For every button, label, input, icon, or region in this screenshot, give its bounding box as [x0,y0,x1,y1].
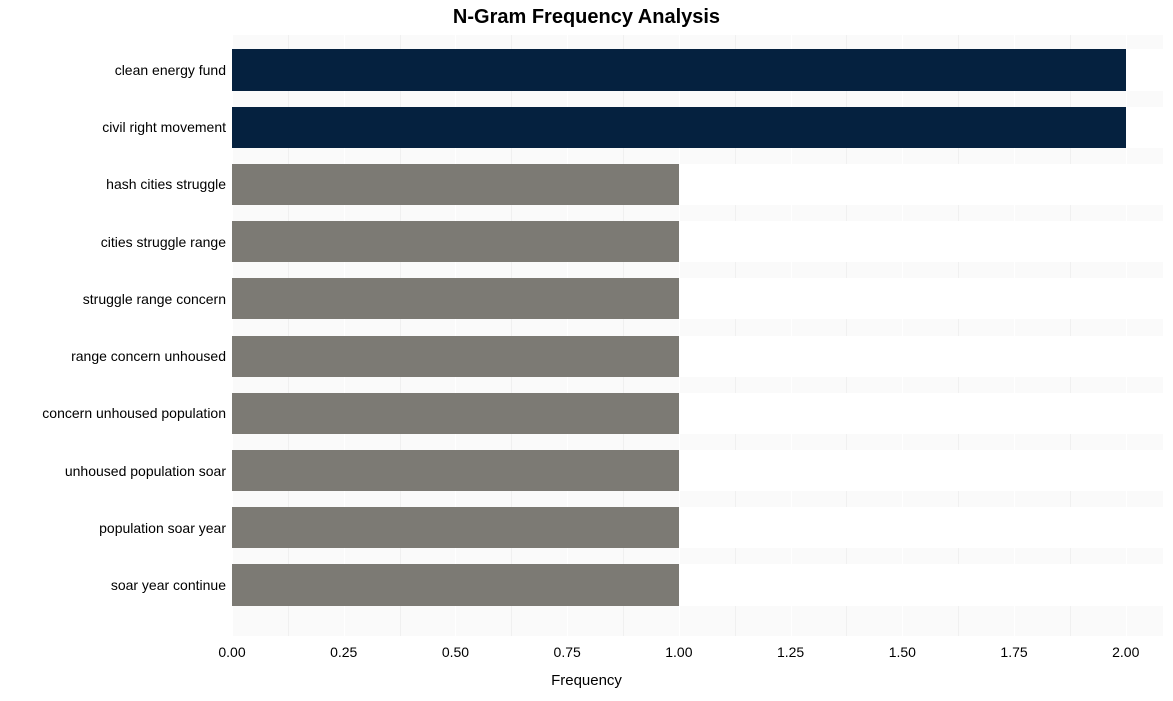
bar-slot [232,164,1163,205]
x-tick-label: 1.75 [1000,644,1027,660]
x-tick-label: 0.25 [330,644,357,660]
bar-slot [232,564,1163,605]
x-tick-label: 1.25 [777,644,804,660]
x-tick-label: 0.50 [442,644,469,660]
bar-slot [232,507,1163,548]
bar-slot [232,450,1163,491]
y-tick-label: population soar year [99,520,226,536]
y-tick-label: cities struggle range [101,234,226,250]
x-tick-label: 2.00 [1112,644,1139,660]
bar-slot [232,221,1163,262]
bar [232,278,679,319]
bar [232,393,679,434]
bar-slot [232,49,1163,90]
y-tick-label: range concern unhoused [71,348,226,364]
bar [232,564,679,605]
bar-slot [232,393,1163,434]
bar-slot [232,278,1163,319]
y-tick-label: hash cities struggle [106,176,226,192]
bar [232,49,1126,90]
x-tick-label: 0.75 [554,644,581,660]
plot-area [232,35,1163,636]
x-axis-label: Frequency [0,672,1173,689]
y-tick-label: clean energy fund [115,62,226,78]
chart-title: N-Gram Frequency Analysis [0,6,1173,29]
bar [232,450,679,491]
bar-slot [232,336,1163,377]
y-tick-label: soar year continue [111,577,226,593]
bar-slot [232,107,1163,148]
bar [232,107,1126,148]
bar [232,221,679,262]
bar [232,336,679,377]
bar [232,164,679,205]
x-tick-label: 1.50 [889,644,916,660]
y-tick-label: concern unhoused population [42,405,226,421]
bar [232,507,679,548]
y-tick-label: struggle range concern [83,291,226,307]
x-tick-label: 0.00 [218,644,245,660]
y-tick-label: unhoused population soar [65,463,226,479]
y-tick-label: civil right movement [102,119,226,135]
x-tick-label: 1.00 [665,644,692,660]
